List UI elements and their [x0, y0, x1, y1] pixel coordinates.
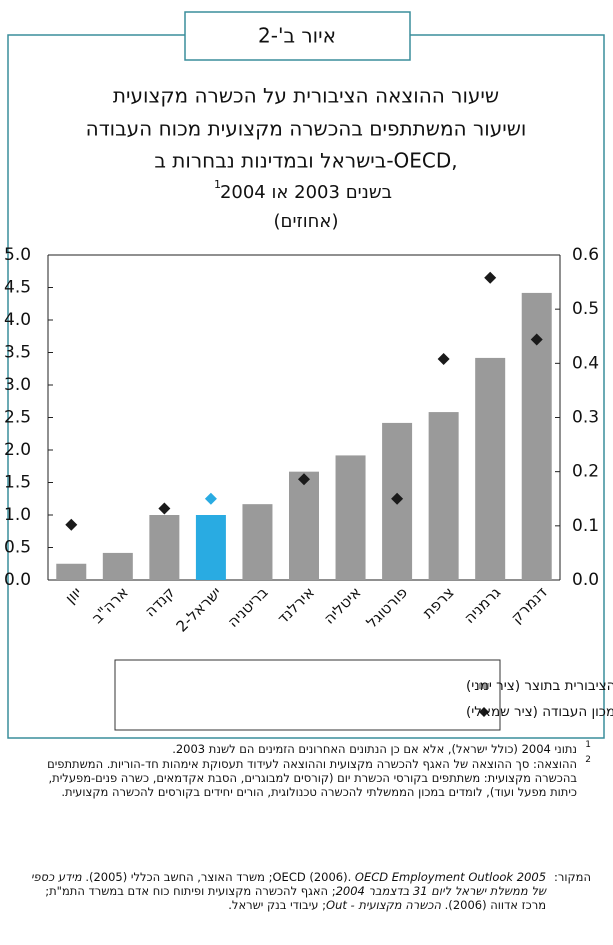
footnote-text: ההוצאה: סך ההוצאה של האגף להכשרה מקצועית…: [47, 757, 577, 799]
y2-tick-label: 0.1: [572, 516, 599, 536]
y2-tick-label: 0.5: [572, 299, 599, 319]
y-tick-label: 3.0: [4, 375, 31, 395]
source-part: OECD (2006).: [272, 870, 355, 884]
y2-tick-label: 0.4: [572, 353, 599, 373]
frame: [7, 34, 605, 739]
y2-tick-label: 0.3: [572, 408, 599, 428]
x-tick-label: פורטוגל: [363, 583, 411, 631]
source-row: המקור: OECD (2006). OECD Employment Outlo…: [21, 870, 591, 912]
y-tick-label: 2.5: [4, 408, 31, 428]
source-part: הכשרה מקצועית - Out: [326, 898, 441, 912]
bar: [428, 412, 459, 580]
y2-tick-label: 0.0: [572, 570, 599, 590]
legend-label: שיעור המשתתפים במכון העבודה (ציר שמאלי): [466, 704, 613, 720]
footnote-mark: 1: [585, 740, 591, 750]
x-tick-label: ישראל-2: [173, 583, 225, 635]
footnote: 1 נתוני 2004 (כולל ישראל), אלא אם כן הנתו…: [21, 740, 591, 756]
diamond-marker: [65, 518, 78, 531]
source-part: OECD Employment Outlook 2005: [354, 870, 547, 884]
title-line: ושיעור המשתתפים בהכשרה מקצועית מכוח העבו…: [86, 117, 527, 141]
figure-label: איור ב'-2: [258, 24, 336, 48]
y-tick-label: 5.0: [4, 245, 31, 265]
footnote-mark: 2: [585, 755, 591, 765]
subtitle: בשנים 2003 או 2004: [220, 182, 392, 203]
y2-tick-label: 0.6: [572, 245, 599, 265]
bar: [335, 455, 366, 580]
source-part: ; משרד האוצר, החשב הכללי (2005).: [81, 870, 273, 884]
bar: [289, 471, 319, 580]
y-tick-label: 2.0: [4, 440, 31, 460]
title-line: שיעור ההוצאה הציבורית על הכשרה מקצועית: [113, 84, 499, 108]
y-tick-label: 4.0: [4, 310, 31, 330]
x-tick-label: קנדה: [141, 583, 178, 620]
y-tick-label: 4.5: [4, 278, 31, 298]
footnote: 2 ההוצאה: סך ההוצאה של האגף להכשרה מקצועי…: [21, 755, 591, 799]
diamond-marker: [484, 271, 497, 284]
legend-box: [114, 659, 501, 731]
legend-label: שיעור ההוצאה הציבורית בתוצר (ציר ימני): [466, 678, 613, 694]
bar: [195, 515, 226, 580]
diamond-marker: [530, 333, 543, 346]
bar: [475, 357, 506, 580]
x-tick-label: צרפת: [419, 583, 458, 622]
bar: [102, 552, 133, 580]
x-tick-label: בריטניה: [224, 583, 272, 631]
diamond-marker: [391, 492, 404, 505]
units: (אחוזים): [274, 211, 339, 232]
y-tick-label: 1.5: [4, 473, 31, 493]
title-line: בישראל ובמדינות נבחרות ב-OECD,: [154, 149, 457, 173]
source-part: מידע כספי של ממשלת ישראל ליום 31 בדצמבר …: [30, 870, 547, 898]
x-tick-label: יוון: [62, 583, 86, 607]
x-tick-label: איטליה: [320, 583, 364, 627]
bar: [242, 504, 273, 580]
footnotes: 1 נתוני 2004 (כולל ישראל), אלא אם כן הנתו…: [21, 740, 591, 800]
x-tick-label: גרמניה: [460, 583, 504, 627]
x-tick-label: אירלנד: [274, 583, 318, 627]
legend-marker: [479, 707, 489, 717]
bar: [149, 515, 180, 580]
y-tick-label: 1.0: [4, 505, 31, 525]
source-part: ; האגף להכשרה מקצועית ופיתוח כוח אדם במש…: [45, 884, 547, 912]
diamond-marker: [158, 502, 171, 515]
source-part: ; עיבודי בנק ישראל.: [228, 898, 327, 912]
source-label: המקור:: [554, 870, 591, 884]
subtitle-note: 1: [214, 178, 221, 191]
x-tick-label: דנמרק: [507, 583, 550, 626]
figure-label-box: [184, 11, 411, 61]
x-tick-label: ארה"ב: [88, 583, 132, 627]
footnote-text: נתוני 2004 (כולל ישראל), אלא אם כן הנתונ…: [172, 742, 577, 756]
legend-marker: [479, 683, 489, 689]
source: המקור: OECD (2006). OECD Employment Outlo…: [21, 870, 591, 912]
y2-tick-label: 0.2: [572, 462, 599, 482]
y-tick-label: 3.5: [4, 343, 31, 363]
source-text: OECD (2006). OECD Employment Outlook 200…: [21, 870, 546, 912]
diamond-marker: [204, 492, 217, 505]
y-tick-label: 0.5: [4, 538, 31, 558]
diamond-marker: [298, 473, 310, 486]
y-tick-label: 0.0: [4, 570, 31, 590]
diamond-marker: [437, 353, 450, 365]
bar: [56, 563, 87, 580]
